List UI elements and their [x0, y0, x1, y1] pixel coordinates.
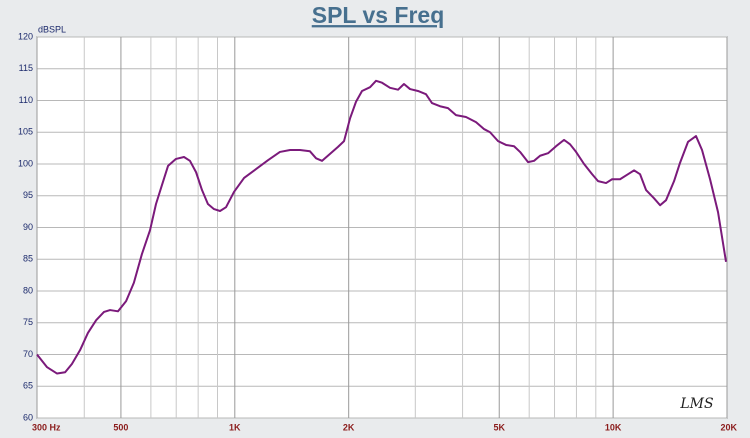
- y-tick-label: 70: [23, 349, 33, 359]
- y-tick-label: 90: [23, 222, 33, 232]
- y-tick-label: 105: [18, 127, 33, 137]
- chart-title: SPL vs Freq: [312, 2, 445, 28]
- y-tick-label: 75: [23, 317, 33, 327]
- x-tick-label: 1K: [229, 422, 241, 432]
- x-tick-label: 300 Hz: [32, 422, 61, 432]
- y-tick-label: 60: [23, 412, 33, 422]
- x-tick-label: 5K: [493, 422, 505, 432]
- y-tick-label: 80: [23, 285, 33, 295]
- x-tick-label: 10K: [605, 422, 622, 432]
- y-tick-label: 120: [18, 31, 33, 41]
- y-tick-label: 85: [23, 254, 33, 264]
- y-tick-label: 100: [18, 158, 33, 168]
- y-tick-label: 95: [23, 190, 33, 200]
- x-tick-label: 20K: [720, 422, 737, 432]
- marks: [36, 79, 727, 375]
- grid: [36, 36, 728, 419]
- x-tick-label: 500: [113, 422, 128, 432]
- y-axis-label: dBSPL: [38, 24, 66, 34]
- x-tick-label: 2K: [343, 422, 355, 432]
- y-tick-label: 115: [19, 63, 33, 73]
- y-tick-label: 110: [19, 95, 33, 105]
- y-tick-label: 65: [23, 381, 33, 391]
- labels: 60 65 70 75 80 85 90 95 100 105 110 115 120 300 Hz 500…: [18, 31, 738, 432]
- watermark: LMS: [679, 396, 713, 412]
- line: [36, 79, 727, 375]
